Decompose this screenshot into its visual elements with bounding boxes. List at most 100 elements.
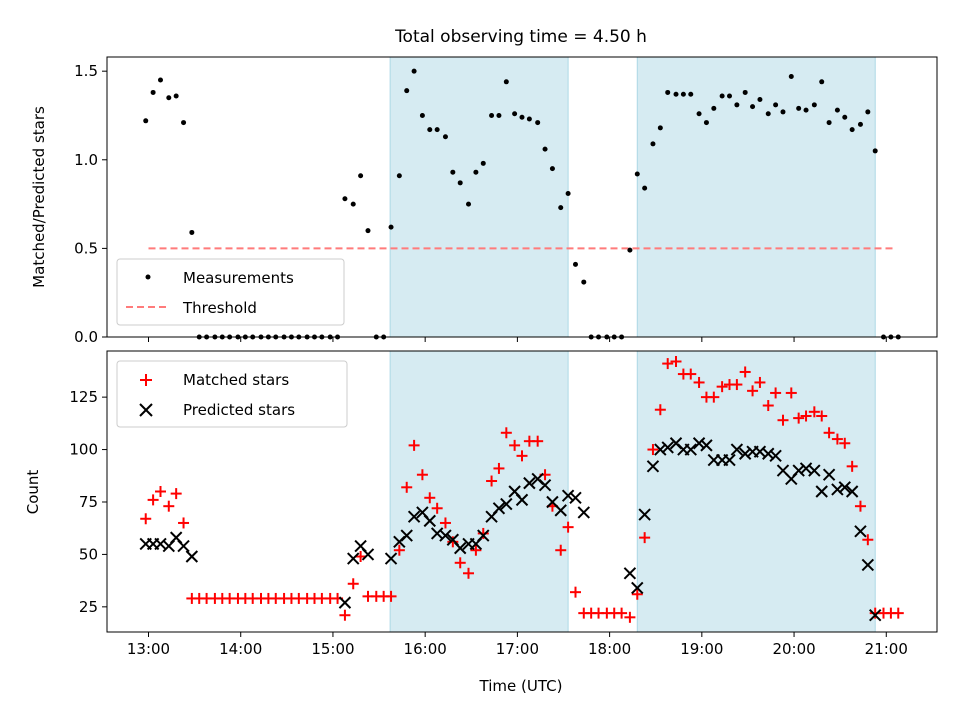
bottom-y-tick-label: 50 — [79, 545, 98, 563]
legend-matched-marker — [140, 374, 152, 386]
predicted-point-b — [400, 529, 413, 542]
matched-point — [509, 439, 521, 451]
matched-point — [454, 557, 466, 569]
predicted-point — [646, 460, 660, 473]
matched-point — [670, 355, 682, 367]
measurement-point — [549, 166, 555, 172]
bottom-shaded-interval — [389, 350, 569, 633]
measurement-point — [642, 185, 648, 191]
predicted-point-b — [692, 437, 706, 450]
measurement-point — [734, 102, 740, 108]
matched-point — [862, 534, 874, 546]
measurement-point — [803, 107, 809, 113]
predicted-point-b — [477, 529, 490, 542]
predicted-point-b — [407, 510, 421, 523]
measurement-point — [489, 112, 495, 118]
matched-point — [754, 376, 766, 388]
x-tick-label: 20:00 — [772, 640, 815, 658]
x-axis-label: Time (UTC) — [479, 677, 563, 695]
predicted-point — [869, 609, 882, 622]
predicted-point — [515, 493, 529, 507]
measurement-point — [773, 102, 779, 108]
predicted-point-b — [869, 609, 882, 622]
bottom-y-tick-label: 125 — [69, 388, 98, 406]
predicted-point — [500, 497, 513, 511]
predicted-point — [407, 510, 421, 523]
measurement-point — [703, 120, 709, 126]
measurement-point — [157, 77, 163, 83]
measurement-point — [419, 112, 425, 118]
measurement-point — [411, 68, 417, 74]
measurement-point — [742, 89, 748, 95]
matched-point — [339, 609, 351, 621]
measurement-point — [711, 105, 717, 111]
measurement-point — [849, 127, 855, 133]
predicted-point — [523, 476, 536, 490]
matched-point — [385, 590, 397, 602]
bottom-y-tick-label: 100 — [69, 441, 98, 459]
predicted-point-b — [523, 476, 536, 490]
measurement-point — [719, 93, 725, 99]
measurement-point — [834, 107, 840, 113]
x-tick-label: 17:00 — [496, 640, 539, 658]
measurement-point — [480, 160, 486, 166]
predicted-point — [769, 449, 782, 463]
top-y-axis-label: Matched/Predicted stars — [30, 106, 48, 288]
matched-point — [170, 488, 182, 500]
predicted-point — [638, 508, 651, 521]
matched-point — [708, 391, 720, 403]
predicted-point-b — [838, 481, 851, 494]
predicted-point — [654, 443, 667, 456]
matched-point — [747, 385, 759, 397]
measurement-point — [680, 91, 686, 97]
predicted-point-b — [661, 441, 674, 454]
predicted-point-b — [769, 449, 782, 463]
bottom-plot-frame — [106, 350, 938, 633]
matched-point — [693, 376, 705, 388]
predicted-point — [861, 558, 875, 572]
matched-point — [163, 500, 175, 512]
predicted-point-b — [623, 567, 637, 580]
matched-point — [846, 460, 858, 472]
legend-matched-label: Matched stars — [183, 371, 289, 389]
matched-point — [624, 611, 636, 623]
legend-measurement-marker — [145, 274, 151, 280]
chart-title: Total observing time = 4.50 h — [394, 27, 647, 47]
measurement-point — [581, 279, 587, 285]
measurement-point — [788, 73, 794, 79]
measurement-point — [496, 112, 502, 118]
predicted-point-b — [538, 479, 552, 492]
measurement-point — [189, 229, 195, 235]
predicted-point-b — [169, 531, 183, 544]
top-legend: Measurements Threshold — [116, 258, 345, 326]
predicted-point — [822, 468, 836, 481]
top-y-tick-label: 0.5 — [74, 239, 98, 257]
matched-point — [500, 427, 512, 439]
matched-point — [739, 366, 751, 378]
predicted-point — [661, 441, 674, 454]
legend-threshold-label: Threshold — [182, 299, 257, 317]
legend-measurements-label: Measurements — [183, 269, 294, 287]
top-y-tick-label: 0.0 — [74, 328, 98, 346]
predicted-point-b — [531, 472, 544, 486]
predicted-point-b — [730, 443, 744, 456]
predicted-point-b — [338, 596, 352, 609]
matched-point — [470, 544, 482, 556]
predicted-point — [177, 539, 190, 553]
measurement-point — [565, 190, 571, 196]
predicted-point-b — [454, 541, 467, 555]
predicted-point — [361, 548, 375, 561]
measurement-point — [696, 111, 702, 117]
matched-point — [839, 437, 851, 449]
measurement-point — [819, 79, 825, 85]
predicted-point-b — [822, 468, 836, 481]
predicted-point-b — [738, 447, 752, 460]
predicted-point-b — [347, 552, 360, 565]
matched-point — [431, 502, 443, 514]
measurement-point — [342, 196, 348, 202]
matched-point — [147, 494, 159, 506]
top-plot-frame — [106, 56, 938, 338]
matched-point — [631, 588, 643, 600]
matched-point — [424, 492, 436, 504]
measurement-point — [627, 247, 633, 253]
